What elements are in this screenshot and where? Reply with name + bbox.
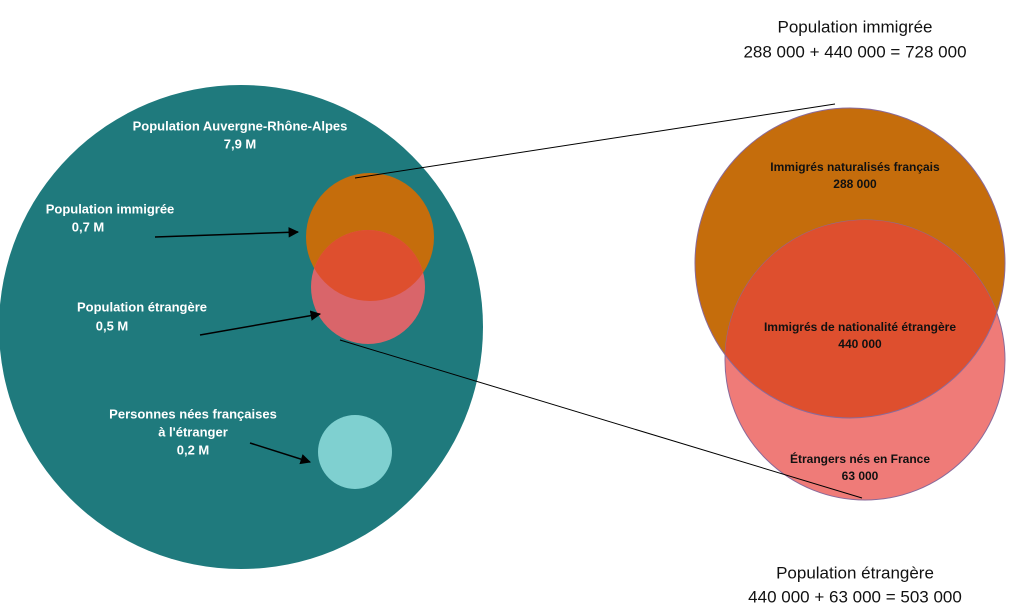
label: Étrangers nés en France — [790, 451, 930, 466]
label: Population immigrée — [46, 201, 175, 216]
zoom-line — [339, 339, 863, 499]
naturalized-outline — [694, 107, 1006, 419]
zoom-line — [354, 103, 836, 179]
caption: Population étrangère — [776, 563, 934, 582]
foreign-nationality-circle — [725, 220, 1005, 418]
value: 288 000 — [833, 177, 877, 191]
caption: 288 000 + 440 000 = 728 000 — [743, 42, 966, 61]
arrow — [249, 442, 312, 465]
value: 63 000 — [842, 469, 879, 483]
label: Population étrangère — [77, 299, 207, 314]
label: Immigrés naturalisés français — [770, 160, 940, 174]
foreign-immigrant-circle — [311, 230, 425, 301]
label: Immigrés de nationalité étrangère — [764, 320, 956, 334]
value: 440 000 — [838, 337, 882, 351]
label: Personnes nées françaises — [109, 406, 277, 421]
value: 0,5 M — [96, 318, 129, 333]
arrow — [154, 227, 300, 238]
value: 0,2 M — [177, 442, 210, 457]
value: 7,9 M — [224, 136, 257, 151]
caption: 440 000 + 63 000 = 503 000 — [748, 587, 962, 606]
value: 0,7 M — [72, 219, 105, 234]
arrow — [199, 310, 322, 336]
label: à l'étranger — [158, 424, 228, 439]
born-abroad-circle — [318, 415, 392, 489]
label: Population Auvergne-Rhône-Alpes — [133, 118, 348, 133]
caption: Population immigrée — [778, 17, 933, 36]
